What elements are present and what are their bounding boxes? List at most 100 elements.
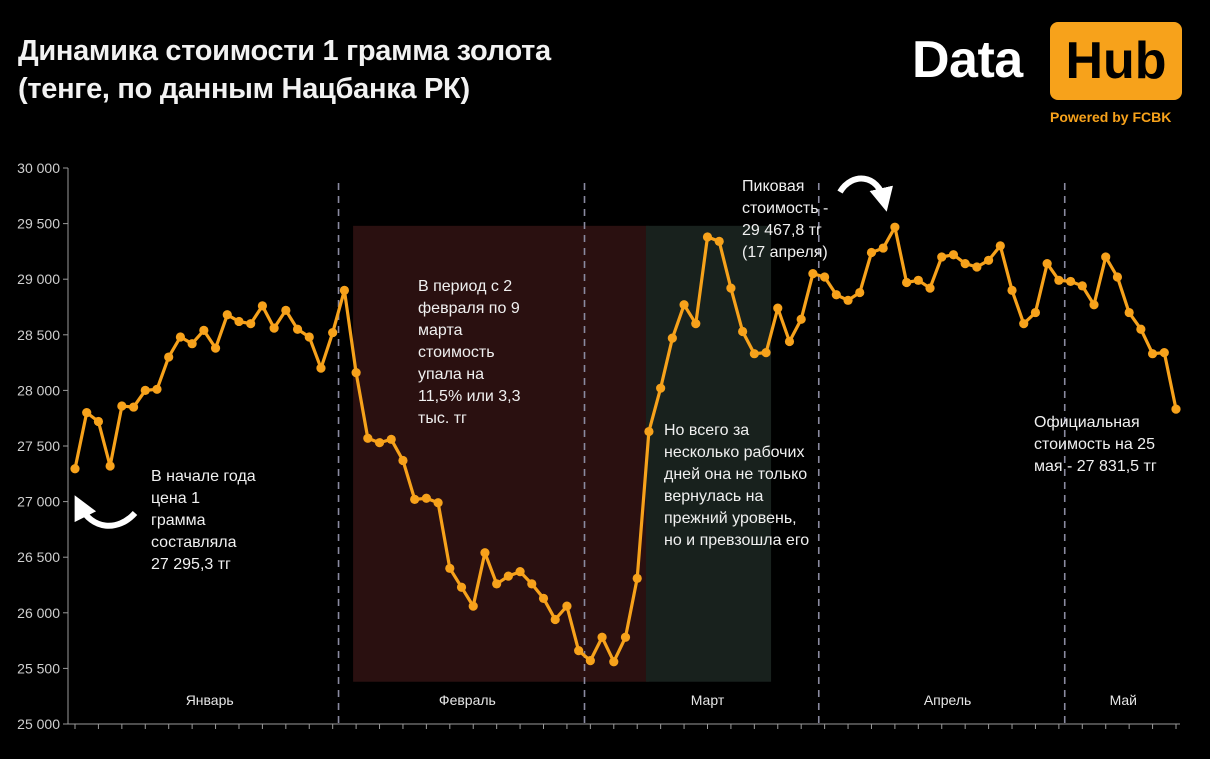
price-point: [421, 493, 431, 503]
price-point: [866, 247, 877, 258]
annotation-line: несколько рабочих: [664, 444, 805, 461]
annotation-price-drop: В период с 2 февраля по 9 марта стоимост…: [418, 276, 521, 430]
month-label: Май: [1110, 692, 1137, 708]
annotation-line: 29 467,8 тг: [742, 222, 822, 239]
chart-title: Динамика стоимости 1 грамма золота (тенг…: [18, 32, 551, 108]
price-point: [983, 255, 994, 265]
price-point: [328, 327, 338, 338]
annotation-line: упала на: [418, 366, 484, 383]
price-point: [820, 272, 830, 282]
price-point: [808, 269, 818, 279]
y-tick-label: 29 000: [17, 271, 60, 287]
annotation-line: В начале года: [151, 468, 256, 485]
annotation-start-price: В начале года цена 1 грамма составляла 2…: [151, 466, 256, 576]
price-point: [1019, 319, 1029, 329]
price-point: [492, 579, 502, 589]
y-tick-label: 26 500: [17, 549, 60, 565]
price-point: [304, 332, 314, 342]
price-point: [1077, 281, 1087, 291]
y-tick-label: 28 000: [17, 382, 60, 398]
price-point: [281, 305, 291, 315]
price-point: [538, 593, 549, 603]
price-point: [93, 416, 104, 427]
price-point: [702, 232, 713, 242]
price-point: [1007, 285, 1017, 295]
price-point: [1124, 307, 1134, 318]
month-label: Апрель: [924, 692, 972, 708]
y-tick-label: 27 500: [17, 438, 60, 454]
price-point: [609, 657, 619, 667]
price-point: [620, 632, 631, 642]
price-point: [480, 548, 490, 558]
price-point: [773, 303, 783, 313]
price-point: [175, 332, 186, 342]
price-point: [222, 310, 232, 320]
price-point: [1089, 300, 1099, 310]
annotation-line: (17 апреля): [742, 244, 828, 261]
price-point: [972, 262, 982, 272]
price-point: [714, 236, 724, 246]
logo-word-data: Data: [912, 31, 1023, 89]
logo-word-hub: Hub: [1050, 22, 1182, 100]
price-point: [784, 336, 795, 347]
price-point: [292, 324, 303, 334]
price-point: [644, 426, 654, 437]
annotation-line: грамма: [151, 512, 206, 529]
price-point: [128, 402, 139, 412]
price-point: [269, 323, 279, 333]
datahub-logo: Data Hub: [912, 22, 1187, 100]
price-point: [257, 301, 268, 311]
price-point: [890, 222, 900, 232]
annotation-line: Но всего за: [664, 422, 750, 439]
price-point: [351, 368, 361, 378]
annotation-line: Пиковая: [742, 178, 805, 195]
annotation-line: марта: [418, 322, 463, 339]
annotation-official-price: Официальная стоимость на 25 мая - 27 831…: [1034, 412, 1157, 478]
price-point: [679, 300, 689, 310]
price-point: [445, 563, 455, 573]
price-point: [761, 347, 771, 358]
price-point: [398, 455, 408, 466]
annotation-line: составляла: [151, 534, 237, 551]
logo-powered-by: Powered by FCBK: [1050, 109, 1172, 125]
y-tick-label: 28 500: [17, 327, 60, 343]
price-point: [210, 343, 221, 353]
month-label: Январь: [186, 692, 234, 708]
price-point: [456, 582, 467, 592]
annotation-line: мая - 27 831,5 тг: [1034, 458, 1157, 475]
price-point: [574, 646, 584, 656]
price-point: [339, 285, 349, 295]
price-point: [410, 494, 420, 504]
price-point: [1030, 307, 1041, 318]
peak-arrow-icon: [837, 175, 893, 212]
price-point: [468, 601, 478, 611]
y-tick-label: 26 000: [17, 605, 60, 621]
annotation-line: стоимость на 25: [1034, 436, 1155, 453]
price-point: [738, 326, 748, 337]
price-point: [117, 401, 127, 411]
price-point: [1042, 259, 1052, 269]
annotation-peak: Пиковая стоимость - 29 467,8 тг (17 апре…: [742, 176, 828, 264]
price-point: [187, 339, 197, 349]
price-point: [995, 241, 1005, 251]
price-point: [152, 384, 162, 394]
annotation-line: 27 295,3 тг: [151, 556, 231, 573]
annotation-line: Официальная: [1034, 414, 1140, 431]
annotation-line: стоимость: [418, 344, 495, 361]
price-point: [105, 461, 115, 471]
price-point: [656, 383, 666, 393]
price-point: [550, 614, 560, 625]
price-point: [667, 333, 677, 343]
price-point: [1159, 347, 1169, 358]
y-tick-label: 29 500: [17, 216, 60, 232]
price-point: [433, 498, 443, 508]
annotation-line: дней она не только: [664, 466, 808, 483]
annotation-line: вернулась на: [664, 488, 764, 505]
price-point: [796, 314, 806, 324]
chart-title-line-1: Динамика стоимости 1 грамма золота: [18, 35, 551, 67]
price-point: [363, 433, 373, 443]
price-point: [316, 363, 326, 373]
price-point: [960, 259, 970, 269]
price-point: [562, 601, 572, 611]
